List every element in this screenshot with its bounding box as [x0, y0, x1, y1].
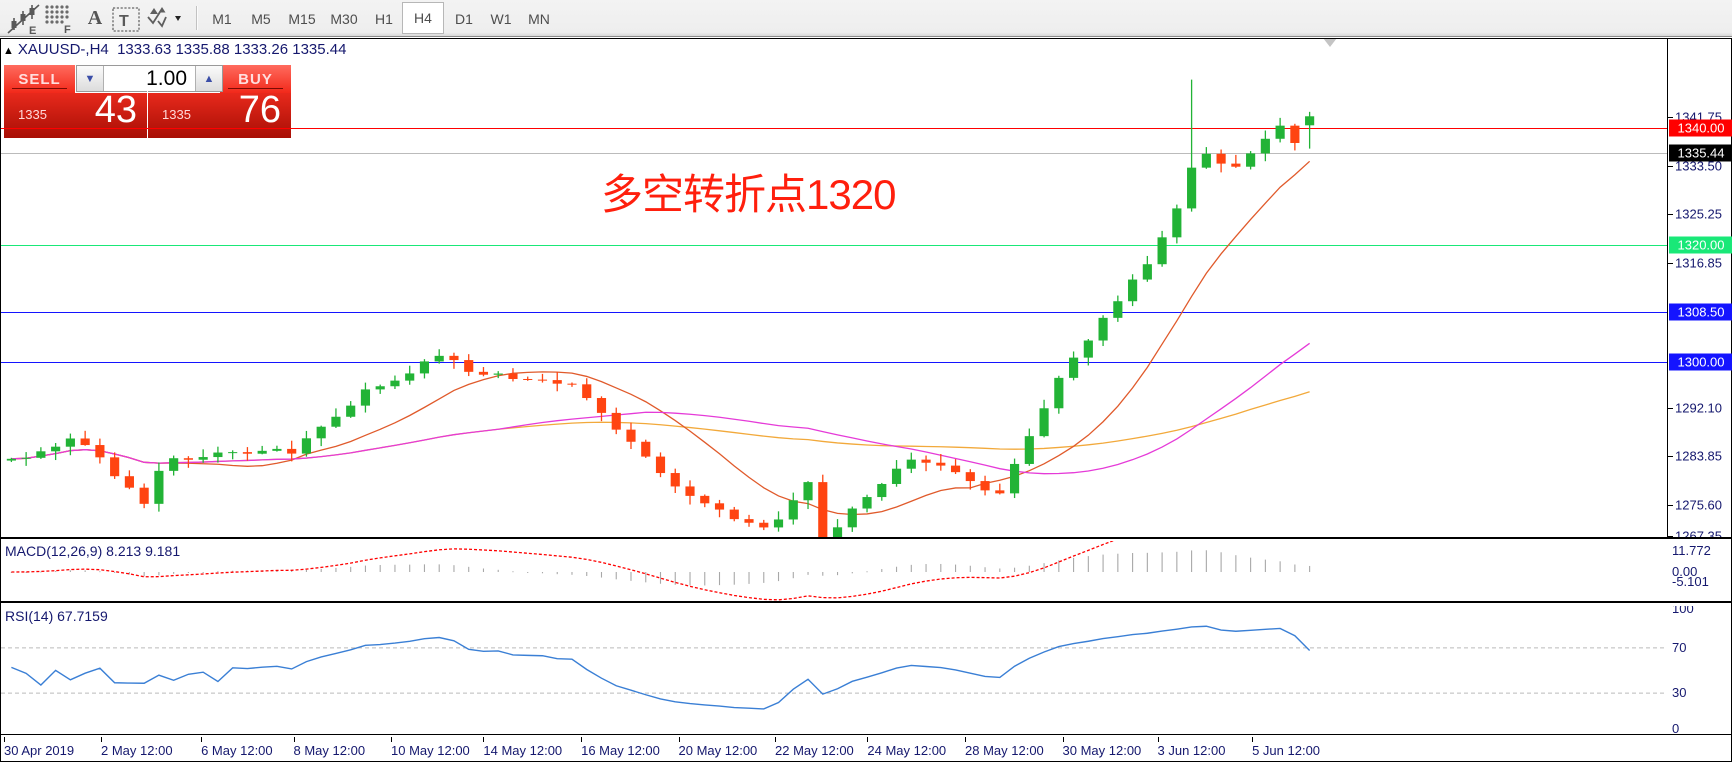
svg-text:E: E — [29, 25, 36, 35]
svg-text:T: T — [119, 13, 129, 30]
svg-text:F: F — [64, 24, 71, 35]
